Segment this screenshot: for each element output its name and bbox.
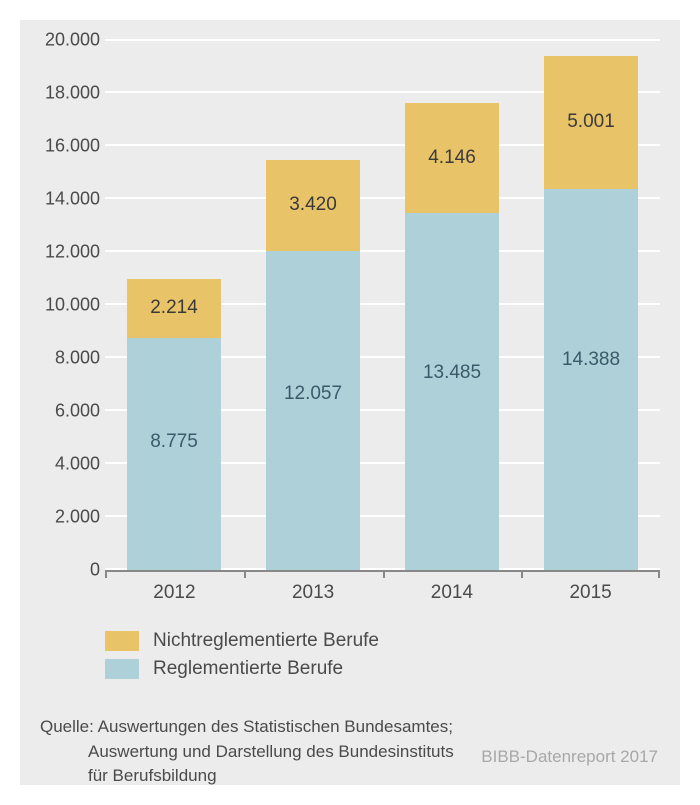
bar-2014: 13.485 4.146 [405,103,499,570]
x-tick [244,570,246,578]
y-tick-1: 2.000 [30,507,100,528]
source-line: Quelle: Auswertungen des Statistischen B… [40,715,454,740]
x-tick [521,570,523,578]
chart-container: 0 2.000 4.000 6.000 8.000 10.000 12.000 … [20,20,680,785]
y-tick-6: 12.000 [30,242,100,263]
y-tick-7: 14.000 [30,189,100,210]
bar-value-bottom: 14.388 [544,349,638,371]
bar-value-top: 4.146 [405,147,499,169]
bar-2015: 14.388 5.001 [544,56,638,570]
x-label-2015: 2015 [569,582,611,604]
bar-value-bottom: 13.485 [405,362,499,384]
legend-swatch-nichtreglementiert [105,631,139,651]
bar-value-bottom: 8.775 [127,431,221,453]
legend-swatch-reglementiert [105,659,139,679]
bar-segment-nichtreglementiert: 3.420 [266,160,360,251]
y-tick-8: 16.000 [30,136,100,157]
bar-value-top: 2.214 [127,297,221,319]
bar-segment-reglementiert: 14.388 [544,189,638,570]
x-label-2012: 2012 [153,582,195,604]
bar-2013: 12.057 3.420 [266,160,360,570]
y-tick-4: 8.000 [30,348,100,369]
bar-segment-reglementiert: 13.485 [405,213,499,570]
legend-item: Reglementierte Berufe [105,658,379,680]
legend-label: Reglementierte Berufe [153,658,343,680]
brand-label: BIBB-Datenreport 2017 [481,747,658,767]
source-line: für Berufsbildung [40,764,454,789]
plot-area: 8.775 2.214 12.057 3.420 13.485 4.146 [105,40,660,570]
y-tick-5: 10.000 [30,295,100,316]
x-label-2013: 2013 [292,582,334,604]
legend: Nichtreglementierte Berufe Reglementiert… [105,630,379,686]
source-text: Quelle: Auswertungen des Statistischen B… [40,715,454,789]
bar-value-top: 3.420 [266,194,360,216]
x-label-2014: 2014 [431,582,473,604]
legend-item: Nichtreglementierte Berufe [105,630,379,652]
x-tick [383,570,385,578]
bar-segment-reglementiert: 12.057 [266,251,360,571]
bar-value-bottom: 12.057 [266,383,360,405]
bar-value-top: 5.001 [544,111,638,133]
bar-segment-nichtreglementiert: 4.146 [405,103,499,213]
y-tick-3: 6.000 [30,401,100,422]
bar-2012: 8.775 2.214 [127,279,221,570]
x-tick [658,570,660,578]
source-line: Auswertung und Darstellung des Bundesins… [40,740,454,765]
gridline [105,39,660,41]
legend-label: Nichtreglementierte Berufe [153,630,379,652]
y-tick-10: 20.000 [30,30,100,51]
bar-segment-nichtreglementiert: 5.001 [544,56,638,189]
y-tick-9: 18.000 [30,83,100,104]
bar-segment-nichtreglementiert: 2.214 [127,279,221,338]
y-tick-2: 4.000 [30,454,100,475]
y-tick-0: 0 [30,560,100,581]
x-tick [105,570,107,578]
bar-segment-reglementiert: 8.775 [127,338,221,571]
